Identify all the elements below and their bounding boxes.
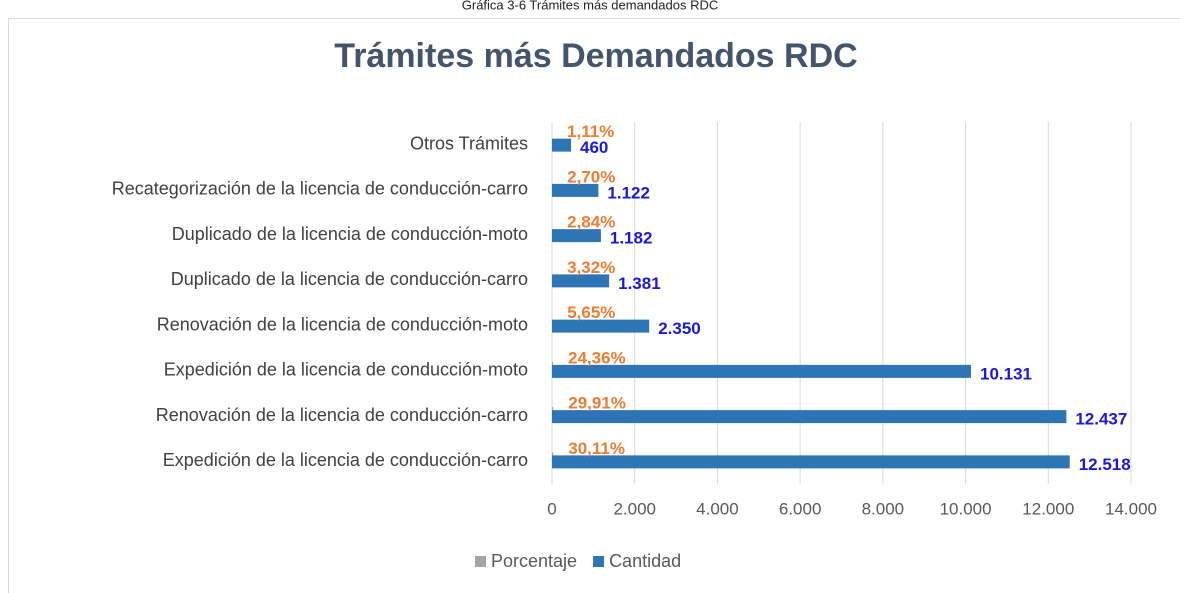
data-label: 1.182 xyxy=(610,229,653,248)
data-label: 1,11% xyxy=(567,122,614,141)
category-label: Expedición de la licencia de conducción-… xyxy=(164,360,528,380)
data-label: 30,11% xyxy=(568,439,625,458)
data-label: 29,91% xyxy=(568,394,626,413)
data-label: 460 xyxy=(580,138,608,157)
category-label: Otros Trámites xyxy=(410,133,528,153)
data-label: 24,36% xyxy=(568,348,626,367)
bar xyxy=(552,319,650,333)
x-tick-label: 0 xyxy=(547,499,556,518)
category-label: Duplicado de la licencia de conducción-m… xyxy=(172,224,528,244)
category-label: Expedición de la licencia de conducción-… xyxy=(163,450,528,470)
legend-label: Porcentaje xyxy=(491,551,577,571)
bar xyxy=(552,455,1070,469)
data-label: 5,65% xyxy=(567,303,615,322)
x-tick-label: 12.000 xyxy=(1022,499,1074,518)
category-label: Renovación de la licencia de conducción-… xyxy=(156,405,528,425)
x-tick-label: 2.000 xyxy=(613,499,656,518)
bar xyxy=(552,361,554,365)
legend-swatch xyxy=(593,556,605,567)
bar xyxy=(552,452,554,456)
legend-label: Cantidad xyxy=(609,551,681,571)
bar xyxy=(552,407,554,411)
data-label: 2.350 xyxy=(658,319,701,338)
bar xyxy=(552,183,599,197)
data-label: 12.518 xyxy=(1079,455,1131,474)
x-tick-label: 10.000 xyxy=(940,499,992,518)
bar xyxy=(552,229,601,243)
data-label: 12.437 xyxy=(1075,410,1127,429)
bar xyxy=(552,410,1067,424)
category-label: Recategorización de la licencia de condu… xyxy=(112,179,528,199)
x-tick-label: 8.000 xyxy=(862,499,905,518)
data-label: 2,70% xyxy=(567,167,615,186)
data-label: 2,84% xyxy=(567,213,615,232)
x-tick-label: 6.000 xyxy=(779,499,822,518)
category-label: Renovación de la licencia de conducción-… xyxy=(157,314,528,334)
data-label: 3,32% xyxy=(567,258,615,277)
chart-frame xyxy=(8,18,1180,593)
bar xyxy=(552,274,610,288)
data-label: 1.381 xyxy=(618,274,661,293)
data-label: 10.131 xyxy=(980,364,1032,383)
caption: Gráfica 3-6 Trámites más demandados RDC xyxy=(462,0,718,12)
category-label: Duplicado de la licencia de conducción-c… xyxy=(171,269,528,289)
x-tick-label: 14.000 xyxy=(1105,499,1157,518)
bar xyxy=(552,138,572,152)
x-tick-label: 4.000 xyxy=(696,499,739,518)
chart-title: Trámites más Demandados RDC xyxy=(334,37,857,75)
data-label: 1.122 xyxy=(607,183,650,202)
bar xyxy=(552,364,971,378)
legend-swatch xyxy=(475,556,486,567)
